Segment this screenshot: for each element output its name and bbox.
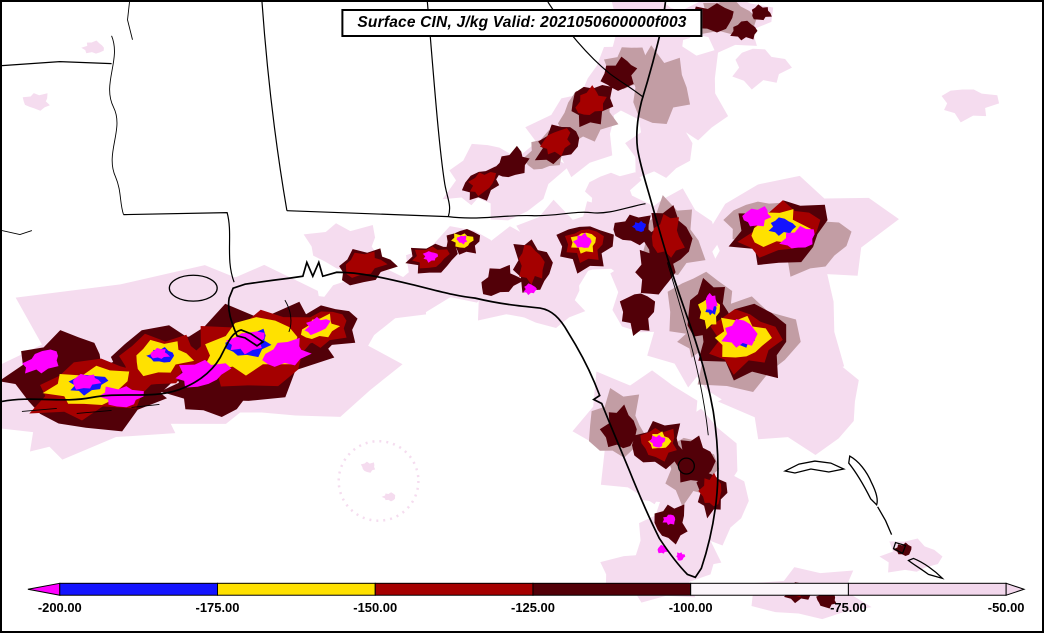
contour-blob-magenta [779,225,815,249]
contour-blob-pink [81,40,104,54]
contour-blob-pink [497,275,586,329]
contour-blob-magenta [456,235,468,245]
colorbar-arrow-right [1005,582,1026,596]
left-edge-line [2,230,33,235]
colorbar-tick-label: -50.00 [988,600,1025,615]
lake-pontchartrain [168,274,218,302]
contour-blob-red [575,85,607,115]
bimini-island [892,541,907,555]
state-border-la-ms [123,212,235,283]
contour-blob-maroon [751,4,772,21]
river-top-left [127,2,133,40]
contour-blob-maroon [481,264,525,297]
contour-blob-magenta [523,283,538,296]
colorbar-tick-label: -125.00 [511,600,555,615]
colorbar-tick-label: -75.00 [830,600,867,615]
coastline [2,2,719,579]
contour-blob-magenta [573,232,592,248]
colorbar-segment [374,582,534,596]
contour-blob-maroon [816,592,837,609]
indian-river-lagoon-line [667,262,709,436]
contour-blob-pink [584,172,642,215]
contour-blob-maroon [654,504,688,545]
contour-blob-red [540,128,571,157]
state-border-al-ga [426,2,451,217]
contour-blob-magenta [98,386,144,408]
contour-blob-magenta [649,434,666,448]
contour-blob-blue [631,220,646,232]
contour-blob-maroon [619,293,656,336]
contour-blob-red [518,244,545,285]
contour-blob-maroon [492,145,530,178]
contour-blob-blue [768,217,797,236]
contour-blob-red [651,213,685,258]
mississippi-river-line [109,35,124,215]
state-border-fl-ga [448,203,646,219]
contour-blob-pink [879,538,943,573]
colorbar-segment [59,582,219,596]
contour-blob-magenta [73,373,102,390]
colorbar-segment [847,582,1007,596]
contour-blob-magenta [22,349,59,374]
contour-blob-maroon [600,56,638,91]
grand-bahama-island [783,460,846,474]
chandeleur-islands [284,299,292,333]
contour-blob-red [468,172,497,197]
contour-blob-pink [360,461,376,473]
contour-blob-magenta [150,347,171,359]
colorbar-tick-label: -200.00 [38,600,82,615]
contour-blob-magenta [676,552,686,561]
barrier-islands [21,403,160,414]
andros-island [907,557,945,580]
colorbar-tick-label: -150.00 [353,600,397,615]
contour-blob-magenta [662,514,676,525]
state-border-ms-al [261,2,288,211]
contour-blob-magenta [705,292,718,311]
colorbar-arrow-left [27,582,61,596]
contour-blob-pink [625,101,693,179]
contour-blob-magenta [422,251,439,263]
contour-blob-magenta [721,319,758,348]
contour-blob-magenta [304,316,331,336]
colorbar-tick-label: -100.00 [669,600,713,615]
abaco-island [848,455,878,506]
colorbar-segment [532,582,692,596]
contour-fill-layer [2,2,1000,620]
map-title: Surface CIN, J/kg Valid: 2021050600000f0… [341,9,703,37]
contour-blob-maroon [674,435,716,483]
state-border-tn-ms [2,61,112,67]
contour-blob-maroon [635,249,676,295]
lake-okeechobee [677,457,695,475]
contour-blob-magenta [262,337,312,367]
contour-blob-magenta [175,359,232,388]
colorbar-tick-label: -175.00 [196,600,240,615]
contour-blob-red [698,472,722,507]
contour-blob-maroon [893,542,912,556]
contour-blob-red [345,251,388,278]
contour-blob-pink [732,48,792,90]
contour-blob-pink [941,89,1000,123]
contour-blob-pink [22,93,50,111]
colorbar-segment [690,582,849,596]
state-border-al-fl [286,210,449,218]
tropical-system-ring [337,439,420,522]
contour-blob-pink [381,492,396,502]
bahama-cays-line [877,506,893,535]
geography-layer [2,2,945,580]
contour-blob-maroon [730,20,758,41]
colorbar-segment [217,582,376,596]
colorbar: -200.00 -175.00 -150.00 -125.00 -100.00 -75.0… [27,582,1026,615]
contour-blob-maroon [599,404,637,449]
contour-blob-magenta [742,206,772,227]
contour-blob-pink [381,226,509,314]
